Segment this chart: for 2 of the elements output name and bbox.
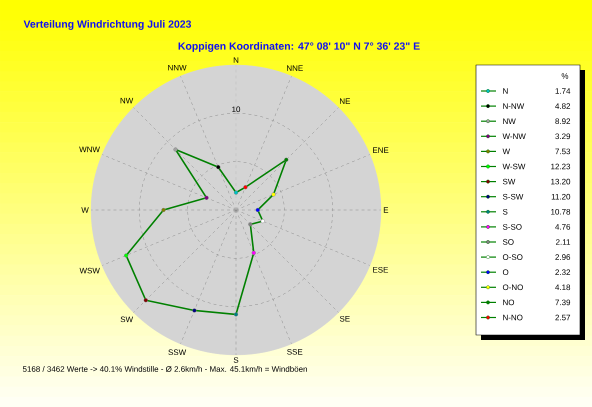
chart-title: Verteilung Windrichtung Juli 2023 bbox=[24, 20, 192, 30]
chart-subtitle: Koppigen Koordinaten: 47° 08' 10" N 7° 36' 23" E bbox=[178, 42, 420, 52]
